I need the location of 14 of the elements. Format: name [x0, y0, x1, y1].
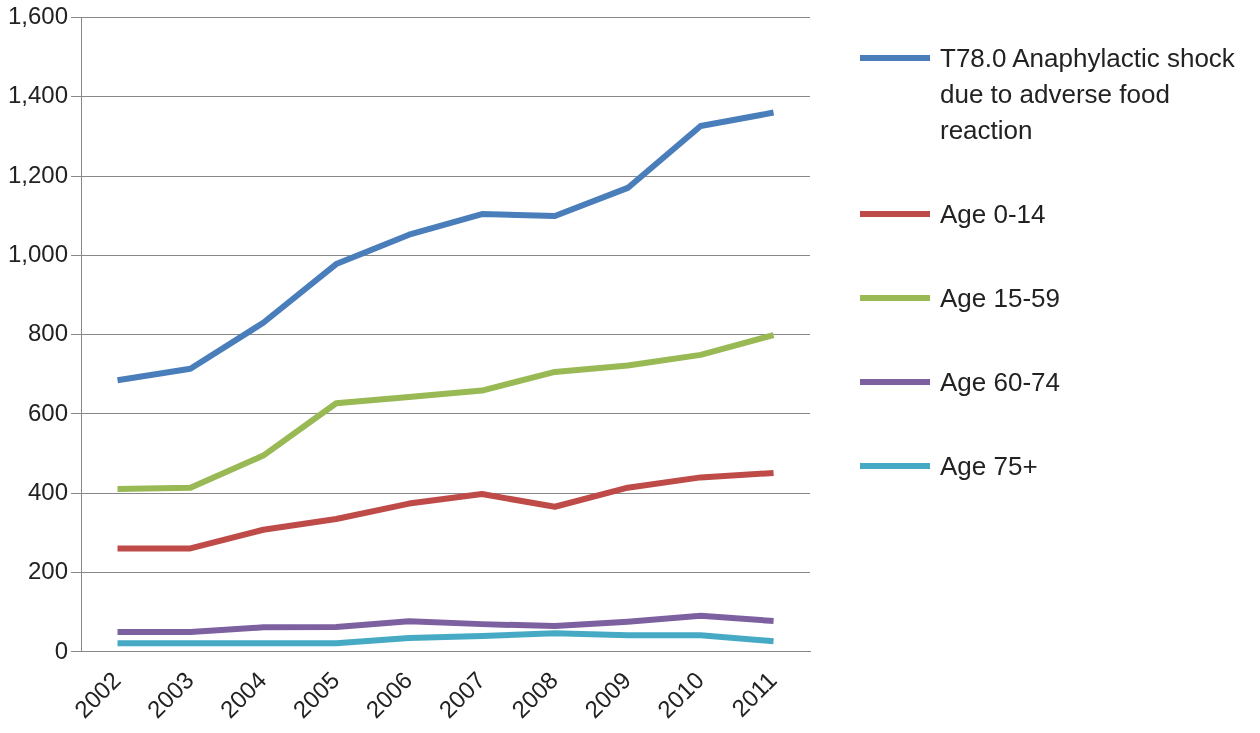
y-tick-label: 1,000 — [8, 239, 69, 267]
y-tick-label: 200 — [28, 557, 69, 585]
y-tick-label: 400 — [28, 477, 69, 505]
legend-label: Age 60-74 — [940, 366, 1061, 399]
legend-label: Age 75+ — [940, 450, 1039, 483]
legend-label: Age 15-59 — [940, 282, 1061, 315]
y-tick-label: 600 — [28, 398, 69, 426]
y-tick-label: 800 — [28, 319, 69, 347]
legend-label: T78.0 Anaphylactic shock due to adverse food reaction — [940, 42, 1236, 147]
y-tick-label: 1,600 — [8, 2, 69, 30]
y-tick-label: 0 — [54, 636, 69, 664]
y-tick-label: 1,400 — [8, 81, 69, 109]
legend-label: Age 0-14 — [940, 198, 1047, 231]
y-tick-label: 1,200 — [8, 160, 69, 188]
